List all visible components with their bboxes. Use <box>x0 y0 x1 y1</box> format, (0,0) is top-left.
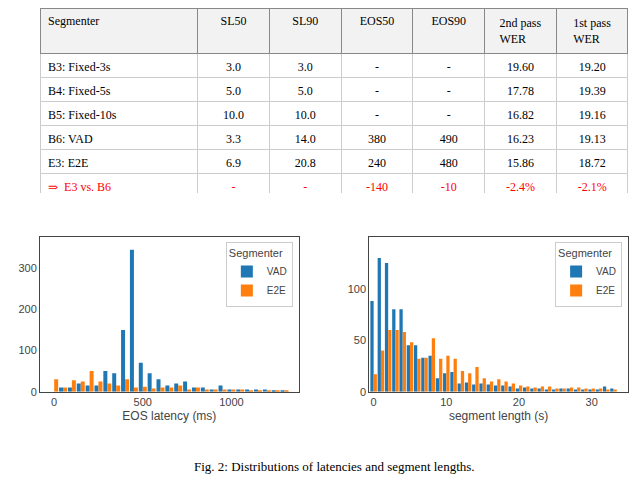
svg-text:-: - <box>447 84 451 98</box>
svg-text:0: 0 <box>31 386 37 398</box>
svg-text:SL50: SL50 <box>221 14 247 28</box>
svg-text:segment length (s): segment length (s) <box>449 409 548 423</box>
svg-text:300: 300 <box>18 262 36 274</box>
svg-text:SL90: SL90 <box>292 14 318 28</box>
svg-text:Segmenter: Segmenter <box>558 247 612 259</box>
svg-text:100: 100 <box>18 344 36 356</box>
svg-text:-2.1%: -2.1% <box>578 180 607 193</box>
svg-text:EOS90: EOS90 <box>431 14 466 28</box>
svg-text:B4: Fixed-5s: B4: Fixed-5s <box>48 84 111 98</box>
svg-text:19.39: 19.39 <box>579 84 606 98</box>
svg-text:-: - <box>303 180 307 193</box>
svg-text:19.60: 19.60 <box>507 60 534 74</box>
svg-text:0: 0 <box>360 386 366 398</box>
svg-text:10.0: 10.0 <box>223 108 244 122</box>
svg-text:50: 50 <box>354 334 366 346</box>
svg-text:B3: Fixed-3s: B3: Fixed-3s <box>48 60 111 74</box>
svg-text:30: 30 <box>586 396 598 408</box>
svg-text:E3: E2E: E3: E2E <box>48 156 88 170</box>
svg-text:-140: -140 <box>366 180 388 193</box>
svg-text:Segmenter: Segmenter <box>48 14 99 28</box>
svg-text:-: - <box>447 60 451 74</box>
svg-text:10: 10 <box>440 396 452 408</box>
svg-text:100: 100 <box>348 283 366 295</box>
svg-text:17.78: 17.78 <box>507 84 534 98</box>
svg-text:1st passWER: 1st passWER <box>573 16 611 46</box>
svg-text:18.72: 18.72 <box>579 156 606 170</box>
svg-text:3.0: 3.0 <box>298 60 313 74</box>
svg-text:16.23: 16.23 <box>507 132 534 146</box>
svg-text:EOS latency (ms): EOS latency (ms) <box>122 409 216 423</box>
svg-text:15.86: 15.86 <box>507 156 534 170</box>
svg-text:-10: -10 <box>441 180 457 193</box>
svg-text:Segmenter: Segmenter <box>229 247 283 259</box>
svg-text:16.82: 16.82 <box>507 108 534 122</box>
svg-text:14.0: 14.0 <box>295 132 316 146</box>
svg-text:VAD: VAD <box>596 266 616 277</box>
svg-text:19.16: 19.16 <box>579 108 606 122</box>
svg-text:-2.4%: -2.4% <box>506 180 535 193</box>
svg-text:⇒ E3 vs. B6: ⇒ E3 vs. B6 <box>48 180 111 193</box>
svg-text:240: 240 <box>368 156 386 170</box>
svg-text:20.8: 20.8 <box>295 156 316 170</box>
svg-text:200: 200 <box>18 303 36 315</box>
svg-text:E2E: E2E <box>596 285 615 296</box>
svg-text:5.0: 5.0 <box>226 84 241 98</box>
svg-text:B6: VAD: B6: VAD <box>48 132 93 146</box>
svg-text:-: - <box>375 60 379 74</box>
svg-text:-: - <box>375 108 379 122</box>
svg-text:380: 380 <box>368 132 386 146</box>
svg-text:3.3: 3.3 <box>226 132 241 146</box>
svg-text:Fig. 2: Distributions of laten: Fig. 2: Distributions of latencies and s… <box>194 459 475 474</box>
svg-text:0: 0 <box>371 396 377 408</box>
svg-text:-: - <box>375 84 379 98</box>
svg-text:VAD: VAD <box>267 266 287 277</box>
svg-text:20: 20 <box>513 396 525 408</box>
svg-text:-: - <box>447 108 451 122</box>
svg-text:E2E: E2E <box>267 285 286 296</box>
svg-text:B5: Fixed-10s: B5: Fixed-10s <box>48 108 117 122</box>
svg-text:0: 0 <box>51 396 57 408</box>
svg-text:19.13: 19.13 <box>579 132 606 146</box>
svg-text:-: - <box>232 180 236 193</box>
svg-text:480: 480 <box>440 156 458 170</box>
svg-text:10.0: 10.0 <box>295 108 316 122</box>
svg-text:500: 500 <box>134 396 152 408</box>
svg-text:1000: 1000 <box>219 396 243 408</box>
svg-text:19.20: 19.20 <box>579 60 606 74</box>
svg-text:6.9: 6.9 <box>226 156 241 170</box>
svg-text:5.0: 5.0 <box>298 84 313 98</box>
svg-text:EOS50: EOS50 <box>360 14 395 28</box>
svg-text:490: 490 <box>440 132 458 146</box>
svg-text:2nd passWER: 2nd passWER <box>499 16 541 46</box>
svg-text:3.0: 3.0 <box>226 60 241 74</box>
